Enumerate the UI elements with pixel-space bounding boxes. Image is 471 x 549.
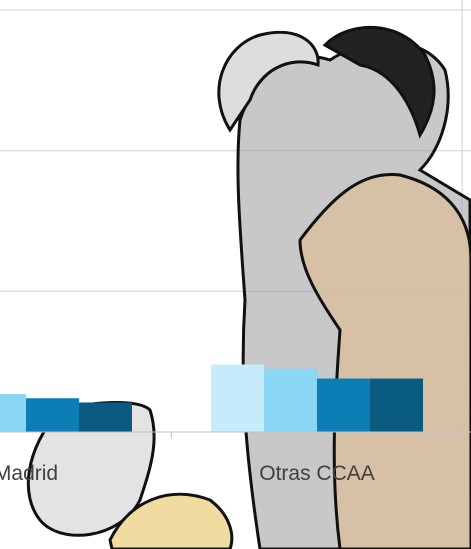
- bar: [211, 364, 264, 432]
- page: {"chart_data": {"type": "bar", "categori…: [0, 0, 471, 549]
- illustration: [28, 27, 471, 549]
- x-tick-label: Otras CCAA: [259, 462, 375, 485]
- bar: [79, 402, 132, 432]
- chart: Madrid Otras CCAA: [0, 0, 471, 549]
- bar: [317, 379, 370, 432]
- bar: [0, 394, 26, 432]
- x-tick-label: Madrid: [0, 462, 58, 485]
- bar: [264, 369, 317, 432]
- bar: [26, 398, 79, 432]
- bar: [370, 379, 423, 432]
